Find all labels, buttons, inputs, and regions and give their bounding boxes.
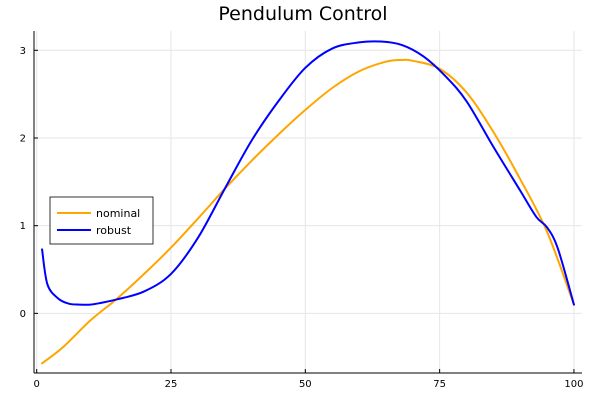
axes [33, 31, 582, 374]
x-tick-label-3: 75 [433, 379, 446, 390]
grid-lines [34, 31, 582, 373]
x-tick-label-4: 100 [564, 379, 583, 390]
series-line-nominal [41, 58, 575, 365]
y-tick-label-3: 3 [20, 46, 26, 57]
x-tick-label-0: 0 [33, 379, 39, 390]
x-tick-label-2: 50 [299, 379, 312, 390]
legend-box [49, 196, 154, 245]
series-lines [41, 40, 575, 365]
series-line-robust [41, 40, 575, 306]
x-tick-label-1: 25 [165, 379, 178, 390]
y-tick-label-1: 1 [20, 221, 26, 232]
chart-title: Pendulum Control [218, 3, 387, 25]
legend-label-nominal: nominal [96, 207, 140, 220]
legend: nominal robust [49, 196, 154, 245]
y-tick-label-0: 0 [20, 309, 26, 320]
tick-labels: 0 25 50 75 100 0 1 2 3 [20, 46, 584, 390]
legend-label-robust: robust [96, 224, 132, 237]
y-tick-label-2: 2 [20, 133, 26, 144]
